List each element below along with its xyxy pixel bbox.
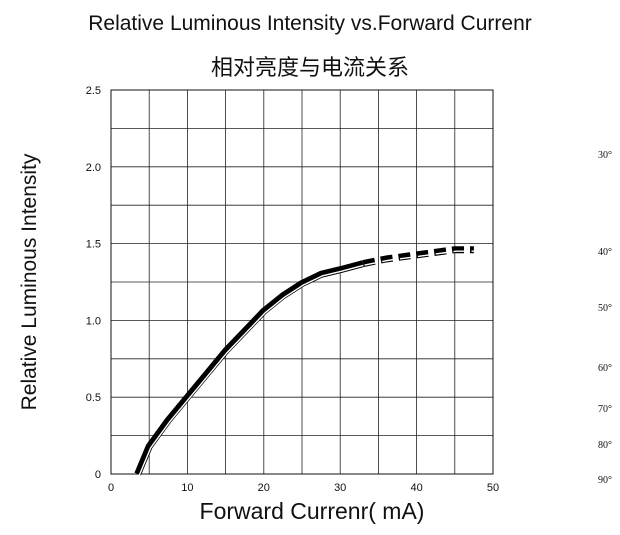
polar-angle-label: 90°: [598, 475, 612, 486]
x-axis-title: Forward Currenr( mA): [200, 498, 425, 524]
y-tick-label: 2.5: [86, 85, 101, 97]
series-line-0: [138, 264, 363, 474]
x-tick-label: 10: [181, 482, 193, 494]
y-tick-label: 1.5: [86, 239, 101, 251]
y-tick-label: 1.0: [86, 315, 101, 327]
x-tick-label: 0: [108, 482, 114, 494]
polar-angle-label: 30°: [598, 150, 612, 161]
polar-angle-label: 60°: [598, 363, 612, 374]
y-tick-label: 2.0: [86, 162, 101, 174]
polar-angle-labels: 30° 40° 50° 60° 70° 80° 90°: [598, 150, 612, 486]
polar-angle-label: 70°: [598, 404, 612, 415]
polar-angle-label: 40°: [598, 247, 612, 258]
x-tick-label: 20: [258, 482, 270, 494]
x-tick-label: 30: [334, 482, 346, 494]
polar-angle-label: 50°: [598, 303, 612, 314]
x-tick-label: 40: [410, 482, 422, 494]
y-axis-title: Relative Luminous Intensity: [18, 153, 41, 410]
y-tick-label: 0: [95, 469, 101, 481]
x-tick-label: 50: [487, 482, 499, 494]
data-series: [138, 250, 476, 476]
series-line-highlight-0: [139, 265, 364, 475]
polar-angle-label: 80°: [598, 440, 612, 451]
y-tick-label: 0.5: [86, 392, 101, 404]
